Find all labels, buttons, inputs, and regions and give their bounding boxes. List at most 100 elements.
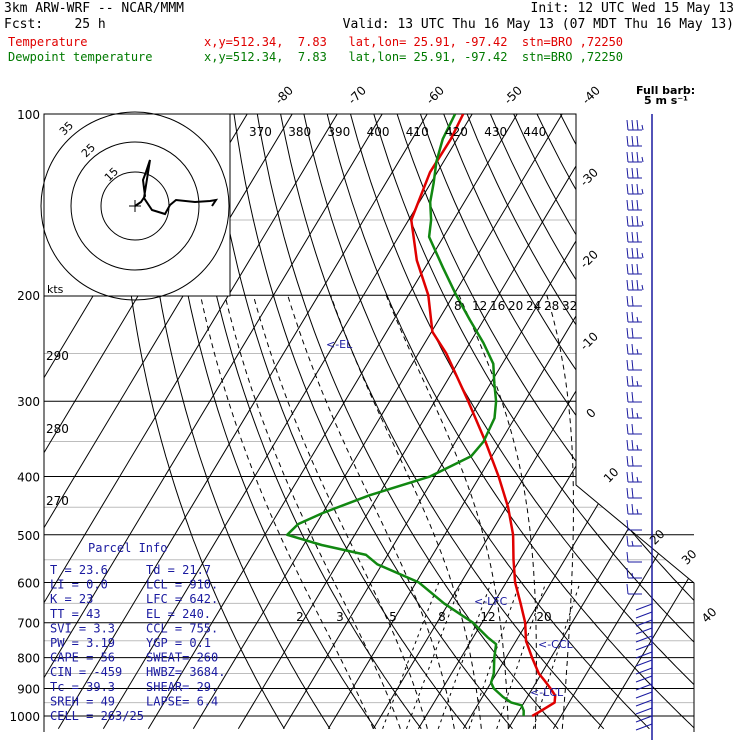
dry-adiabat-line — [489, 114, 694, 730]
moist-adiabat-line — [330, 295, 482, 729]
wind-barb — [626, 535, 642, 547]
pressure-tick-label: 700 — [17, 617, 40, 631]
theta-left-label: 290 — [46, 349, 69, 363]
wind-barb — [626, 551, 642, 563]
isotherm-line — [102, 114, 473, 730]
isotherm-label: -30 — [577, 165, 601, 189]
parcel-info-left: CAPE = 56 — [50, 651, 115, 665]
wind-barb — [626, 407, 642, 419]
wind-barb — [626, 295, 642, 307]
isotherm-label: 0 — [584, 406, 599, 421]
parcel-info-left: TT = 43 — [50, 607, 101, 621]
wind-barb — [626, 567, 642, 579]
wind-barb — [626, 583, 642, 595]
parcel-info-right: CCL = 755. — [146, 621, 218, 635]
isotherm-line — [237, 114, 608, 730]
theta-top-label: 380 — [288, 125, 311, 139]
wind-barb — [635, 627, 653, 635]
parcel-info-right: HWBZ= 3684. — [146, 665, 225, 679]
isotherm-label: 40 — [699, 605, 720, 626]
parcel-info-right: LAPSE= 6.4 — [146, 694, 218, 708]
ccl-marker-label: <-CCL — [538, 638, 574, 651]
pressure-tick-label: 600 — [17, 576, 40, 590]
wind-barb — [626, 503, 642, 515]
dry-adiabat-line — [233, 114, 513, 730]
isotherm-line — [44, 114, 338, 730]
dry-adiabat-line — [186, 114, 422, 730]
theta-e-tick-label: 8 — [454, 299, 462, 313]
hodograph-trace — [134, 159, 219, 216]
parcel-info-left: LI = 0.0 — [50, 578, 108, 592]
isotherm-label: -80 — [272, 83, 296, 107]
theta-e-tick-label: 16 — [490, 299, 505, 313]
forecast-hour: Fcst: 25 h — [4, 17, 106, 32]
isotherm-label: 10 — [601, 465, 622, 486]
wind-barb — [635, 659, 653, 667]
wind-barb — [626, 279, 644, 291]
dry-adiabat-line — [140, 114, 331, 730]
parcel-info-left: Tc = 39.3 — [50, 680, 115, 694]
mixing-ratio-label: 8 — [438, 610, 446, 624]
moist-adiabat-line — [200, 295, 374, 729]
parcel-info-left: SVI = 3.3 — [50, 621, 115, 635]
pressure-tick-label: 300 — [17, 395, 40, 409]
wind-barb — [626, 359, 642, 371]
theta-left-label: 280 — [46, 422, 69, 436]
dry-adiabat-line — [536, 114, 694, 730]
mixing-ratio-label: 20 — [536, 610, 551, 624]
isotherm-label: -70 — [345, 83, 369, 107]
wind-barb — [626, 231, 642, 243]
wind-barb — [635, 723, 653, 731]
el-marker-label: <-EL — [326, 338, 353, 351]
dewpoint-legend-info: x,y=512.34, 7.83 lat,lon= 25.91, -97.42 … — [204, 50, 624, 64]
parcel-info-right: SWEAT= 260 — [146, 651, 218, 665]
theta-e-tick-label: 32 — [562, 299, 577, 313]
wind-barb — [626, 215, 644, 227]
theta-top-label: 390 — [327, 125, 350, 139]
wind-barb — [626, 343, 642, 355]
hodograph-ring — [40, 111, 230, 301]
dry-adiabat-line — [116, 114, 285, 730]
wind-barb — [626, 119, 644, 131]
isotherm-label: -50 — [501, 83, 525, 107]
wind-barb — [635, 611, 653, 619]
hodograph-ring — [70, 141, 200, 271]
lcl-marker-label: <-LCL — [530, 686, 564, 699]
parcel-info-left: CELL = 263/25 — [50, 709, 144, 723]
isotherm-line — [192, 114, 563, 730]
isotherm-line — [282, 114, 653, 730]
parcel-info-left: T = 23.6 — [50, 563, 108, 577]
isotherm-line — [327, 114, 694, 730]
theta-top-label: 420 — [445, 125, 468, 139]
barb-legend-value: 5 m s⁻¹ — [644, 94, 688, 107]
wind-barb — [626, 183, 644, 195]
wind-barb — [635, 707, 653, 715]
wind-barb — [635, 691, 653, 699]
dry-adiabat-line — [419, 114, 694, 730]
barb-legend-title: Full barb: — [636, 84, 695, 97]
parcel-info-panel: Parcel Info T = 23.6 Td = 21.7 LI = 0.0 LCL … — [50, 541, 225, 723]
theta-left-label: 270 — [46, 494, 69, 508]
dry-adiabat-line — [443, 114, 694, 730]
parcel-info-left: SREH = 49 — [50, 694, 115, 708]
dry-adiabat-line — [210, 114, 468, 730]
isotherm-line — [597, 114, 694, 730]
wind-barb — [626, 439, 642, 451]
mixing-ratio-line — [496, 582, 547, 729]
dry-adiabat-line — [653, 114, 694, 730]
wind-barb — [635, 699, 653, 707]
pressure-tick-label: 900 — [17, 682, 40, 696]
theta-e-tick-label: 20 — [508, 299, 523, 313]
isotherm-label: -60 — [423, 83, 447, 107]
mixing-ratio-line — [406, 582, 462, 729]
wind-barb — [626, 423, 642, 435]
moist-adiabat-line — [385, 295, 509, 729]
parcel-info-right: SHEAR= 29. — [146, 680, 218, 694]
parcel-info-left: CIN = -459 — [50, 665, 122, 679]
wind-barb — [635, 715, 653, 723]
mixing-ratio-label: 5 — [389, 610, 397, 624]
wind-barb — [626, 471, 642, 483]
pressure-tick-label: 400 — [17, 470, 40, 484]
wind-barb — [635, 603, 653, 611]
